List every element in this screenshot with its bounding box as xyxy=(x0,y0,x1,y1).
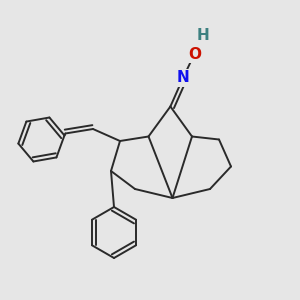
Text: N: N xyxy=(177,70,189,86)
Text: H: H xyxy=(197,28,209,44)
Text: O: O xyxy=(188,46,201,62)
